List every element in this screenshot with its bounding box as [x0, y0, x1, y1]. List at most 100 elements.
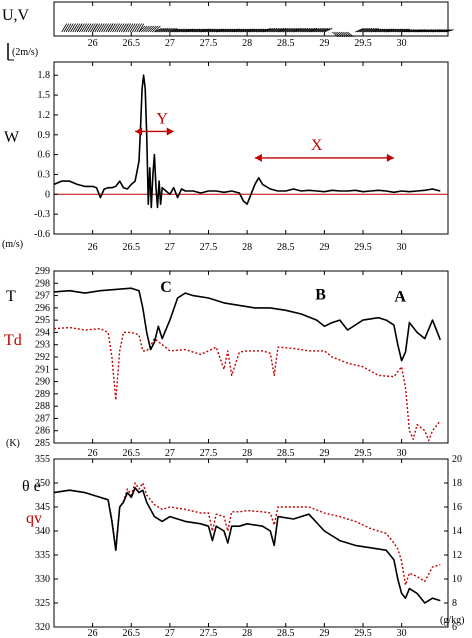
range-arrowhead — [135, 127, 143, 136]
wind-vector — [345, 31, 352, 38]
x-tick-label: 27.5 — [200, 38, 218, 49]
x-tick-label: 26.5 — [123, 38, 141, 49]
x-tick-label: 28.5 — [277, 628, 295, 638]
wind-vector — [138, 23, 145, 33]
wind-vector — [165, 28, 173, 33]
x-tick-label: 26 — [88, 628, 98, 638]
wind-vector — [264, 28, 273, 33]
point-label-B: B — [315, 286, 326, 303]
wind-vector — [306, 28, 315, 33]
y-tick-label: 0.6 — [38, 150, 51, 161]
wind-vector — [114, 23, 121, 33]
wind-vector — [340, 31, 348, 38]
wind-vector — [107, 23, 114, 33]
wind-vector — [430, 29, 439, 33]
x-tick-label: 26 — [88, 448, 98, 459]
wind-vector — [171, 28, 181, 33]
wind-vector — [266, 28, 276, 33]
wind-vector — [63, 23, 70, 33]
x-tick-label: 29 — [319, 242, 329, 253]
wind-vector — [297, 28, 307, 33]
w-ylabel: W — [4, 129, 20, 146]
y-tick-label: 330 — [35, 574, 50, 585]
wind-vector — [87, 23, 94, 33]
wind-vector — [227, 28, 236, 33]
y-tick-label: 295 — [35, 315, 50, 326]
y-tick-label: 291 — [35, 364, 50, 375]
y-tick-label: 355 — [35, 454, 50, 465]
wind-vector — [336, 31, 343, 38]
wind-vector-arrows — [61, 23, 454, 38]
y-tick-label: -0.3 — [34, 209, 50, 220]
x-tick-label: 28.5 — [277, 448, 295, 459]
wind-vector — [379, 28, 388, 33]
range-label-Y: Y — [156, 110, 168, 127]
wind-scale-label: (2m/s) — [12, 47, 38, 58]
wind-vector — [370, 28, 379, 33]
wind-vector — [242, 28, 251, 33]
wind-vector — [154, 28, 162, 33]
wind-vector — [105, 23, 112, 33]
wind-vector — [112, 23, 118, 33]
wind-vector — [85, 23, 92, 33]
y-tick-label: 20 — [452, 454, 462, 465]
y-tick-label: 1.5 — [38, 90, 51, 101]
wind-vector — [160, 28, 169, 33]
point-label-A: A — [394, 289, 406, 306]
y-tick-label: 335 — [35, 550, 50, 561]
wind-vector — [222, 28, 231, 33]
wind-vector — [72, 23, 79, 33]
wind-vector — [187, 28, 196, 33]
wind-vector — [200, 28, 209, 33]
x-tick-label: 28.5 — [277, 242, 295, 253]
y-tick-label: 340 — [35, 526, 50, 537]
wind-vector — [308, 28, 318, 33]
wind-vector — [205, 28, 214, 33]
t-yunit: (K) — [6, 438, 20, 449]
wind-vector — [445, 29, 454, 33]
wind-vector — [74, 23, 81, 33]
wind-vector — [401, 29, 410, 33]
wind-vector — [291, 28, 300, 33]
wind-vector — [416, 29, 426, 33]
wind-vector — [136, 23, 143, 33]
wind-vector — [70, 23, 76, 33]
x-tick-label: 27 — [165, 448, 175, 459]
t-ylabel: T — [6, 288, 16, 305]
wind-vector — [324, 28, 333, 33]
wind-vector — [163, 28, 171, 33]
y-tick-label: 18 — [452, 478, 462, 489]
y-tick-label: 292 — [35, 352, 50, 363]
wind-vector — [176, 28, 185, 33]
wind-vector — [342, 31, 350, 38]
wind-vector — [83, 23, 90, 33]
thetae-plot-frame — [53, 458, 449, 628]
wind-vector — [421, 29, 430, 33]
t-line — [53, 287, 442, 362]
wind-vector — [372, 28, 382, 33]
wind-vector — [129, 23, 136, 33]
wind-vector — [425, 29, 435, 33]
y-tick-label: 1.8 — [38, 70, 51, 81]
y-tick-label: 6 — [452, 622, 457, 633]
y-tick-label: 296 — [35, 303, 50, 314]
wind-vector — [182, 28, 192, 33]
wind-vector — [319, 28, 329, 33]
wind-vector — [198, 28, 207, 33]
x-tick-label: 29 — [319, 38, 329, 49]
td-ylabel: Td — [4, 332, 22, 349]
x-tick-label: 29 — [319, 448, 329, 459]
wind-vector — [432, 29, 441, 33]
wind-vector — [257, 28, 267, 33]
x-tick-label: 29.5 — [354, 448, 372, 459]
wind-vector — [246, 28, 256, 33]
y-tick-label: 0.3 — [38, 169, 51, 180]
wind-vector — [443, 29, 452, 33]
y-tick-label: 0 — [45, 189, 50, 200]
x-tick-label: 28 — [242, 242, 252, 253]
qv-line — [53, 482, 441, 586]
wind-vector — [174, 28, 183, 33]
wind-vector — [189, 28, 198, 33]
wind-vector — [240, 28, 249, 33]
thetae-line — [53, 486, 441, 604]
